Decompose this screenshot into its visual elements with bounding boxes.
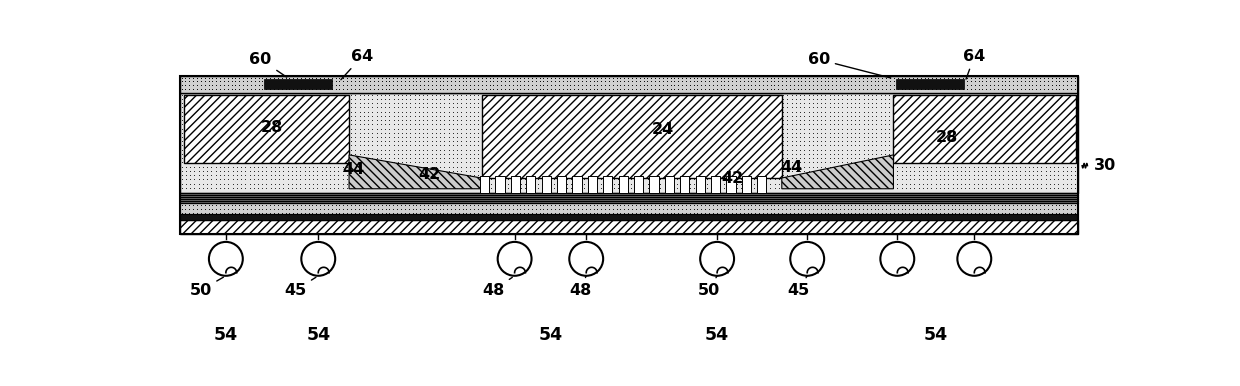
Text: 54: 54 xyxy=(538,326,563,344)
Bar xyxy=(619,176,627,193)
Text: 54: 54 xyxy=(924,326,947,344)
Bar xyxy=(481,95,781,178)
Circle shape xyxy=(790,242,825,276)
Bar xyxy=(573,176,582,193)
Bar xyxy=(758,176,766,193)
Bar xyxy=(742,176,751,193)
Text: 54: 54 xyxy=(306,326,330,344)
Text: 50: 50 xyxy=(698,276,719,298)
Bar xyxy=(495,176,505,193)
Bar xyxy=(184,95,350,163)
Circle shape xyxy=(208,242,243,276)
Circle shape xyxy=(701,242,734,276)
Bar xyxy=(727,176,735,193)
Text: 44: 44 xyxy=(780,161,802,176)
Text: 45: 45 xyxy=(284,277,316,298)
Bar xyxy=(180,76,1079,234)
Bar xyxy=(180,193,1079,203)
Polygon shape xyxy=(781,155,894,189)
Text: 28: 28 xyxy=(936,130,959,145)
Bar xyxy=(264,79,332,89)
Bar xyxy=(180,93,1079,193)
Text: 44: 44 xyxy=(342,162,365,177)
Bar xyxy=(511,176,520,193)
Bar xyxy=(696,176,704,193)
Circle shape xyxy=(957,242,991,276)
Polygon shape xyxy=(350,155,481,189)
Circle shape xyxy=(497,242,532,276)
Bar xyxy=(711,176,720,193)
Bar xyxy=(681,176,689,193)
Text: 42: 42 xyxy=(418,168,440,183)
Bar xyxy=(665,176,675,193)
Bar xyxy=(603,176,613,193)
Circle shape xyxy=(880,242,914,276)
Text: 64: 64 xyxy=(341,49,373,80)
Bar xyxy=(557,176,567,193)
Text: 30: 30 xyxy=(1094,158,1116,173)
Text: 45: 45 xyxy=(787,276,810,298)
Bar xyxy=(180,220,1079,234)
Bar xyxy=(180,203,1079,214)
Text: 48: 48 xyxy=(482,277,512,298)
Bar xyxy=(588,176,596,193)
Bar xyxy=(894,95,1076,163)
Text: 48: 48 xyxy=(569,276,591,298)
Text: 64: 64 xyxy=(963,49,986,79)
Text: 54: 54 xyxy=(213,326,238,344)
Text: 54: 54 xyxy=(706,326,729,344)
Text: 50: 50 xyxy=(190,277,223,298)
Bar xyxy=(180,76,1079,93)
Circle shape xyxy=(569,242,603,276)
Bar xyxy=(542,176,551,193)
Circle shape xyxy=(301,242,335,276)
Bar xyxy=(895,79,963,89)
Text: 24: 24 xyxy=(651,122,673,137)
Text: 60: 60 xyxy=(807,52,890,78)
Text: 42: 42 xyxy=(722,171,744,186)
Bar xyxy=(650,176,658,193)
Bar xyxy=(526,176,536,193)
Bar xyxy=(634,176,644,193)
Bar xyxy=(480,176,490,193)
Bar xyxy=(180,214,1079,220)
Text: 28: 28 xyxy=(260,120,283,135)
Text: 60: 60 xyxy=(249,52,286,77)
